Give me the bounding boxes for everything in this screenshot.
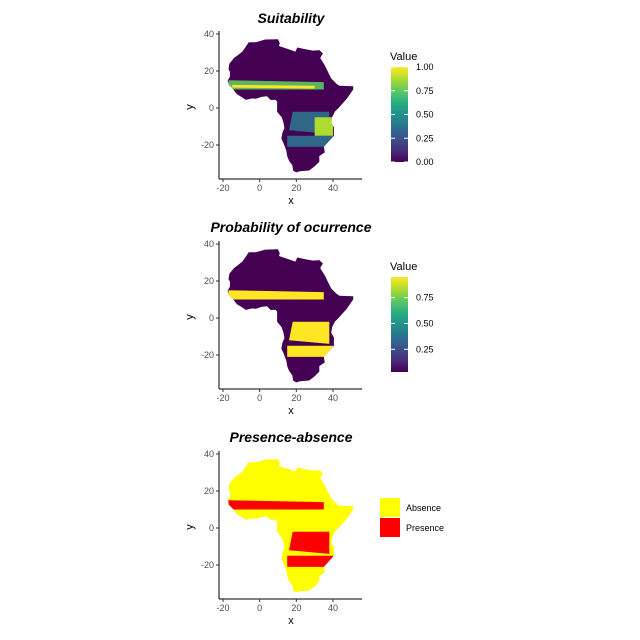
map-raster [227, 459, 354, 593]
panel-title: Suitability [258, 10, 326, 26]
colorbar-tick-label: 0.25 [416, 133, 434, 143]
legend-title: Value [390, 261, 417, 273]
legend-label: Absence [406, 503, 441, 513]
y-tick-label: 40 [204, 239, 214, 249]
map-raster [227, 39, 354, 173]
x-tick-label: 20 [291, 393, 301, 403]
x-tick-label: 20 [291, 183, 301, 193]
y-tick-label: 40 [204, 449, 214, 459]
colorbar-tick-label: 0.25 [416, 344, 434, 354]
x-tick-label: -20 [216, 393, 229, 403]
map-raster [227, 249, 354, 383]
legend-title: Value [390, 51, 417, 63]
y-tick-label: 20 [204, 276, 214, 286]
band-2 [289, 321, 330, 344]
panel-title: Probability of ocurrence [210, 219, 371, 235]
band-3 [287, 135, 333, 147]
band-3 [287, 555, 333, 567]
y-tick-label: 0 [209, 523, 214, 533]
y-axis-label: y [184, 314, 196, 320]
colorbar-tick-label: 0.50 [416, 318, 434, 328]
colorbar [391, 67, 408, 162]
colorbar-tick-label: 0.00 [416, 157, 434, 167]
categorical-legend: Absence Presence [380, 498, 444, 537]
x-tick-label: 40 [328, 603, 338, 613]
colorbar-tick-label: 0.75 [416, 293, 434, 303]
y-tick-label: 20 [204, 66, 214, 76]
band-1 [228, 500, 324, 510]
legend-swatch [380, 498, 400, 517]
panel-2: Probability of ocurrence 40 20 0 -20 -20 0 20 40… [184, 219, 434, 417]
colorbar [391, 277, 408, 372]
legend-label: Presence [406, 523, 444, 533]
y-axis-label: y [184, 104, 196, 110]
band-1 [228, 290, 324, 300]
x-tick-label: 0 [257, 393, 262, 403]
colorbar-tick-label: 0.50 [416, 110, 434, 120]
y-tick-label: -20 [201, 560, 214, 570]
band-2 [289, 531, 330, 554]
x-axis-label: x [288, 195, 294, 207]
colorbar-tick-label: 0.75 [416, 86, 434, 96]
y-axis-label: y [184, 524, 196, 530]
x-tick-label: 20 [291, 603, 301, 613]
y-tick-label: 40 [204, 29, 214, 39]
y-tick-label: 20 [204, 486, 214, 496]
x-tick-label: 40 [328, 183, 338, 193]
x-tick-label: -20 [216, 603, 229, 613]
y-tick-label: 0 [209, 313, 214, 323]
x-tick-label: 0 [257, 183, 262, 193]
hotspot [232, 84, 315, 89]
x-tick-label: 0 [257, 603, 262, 613]
band-3 [287, 345, 333, 357]
y-tick-label: -20 [201, 140, 214, 150]
x-axis-label: x [288, 405, 294, 417]
panel-3: Presence-absence 40 20 0 -20 -20 0 20 40 x y Absenc… [184, 429, 444, 627]
legend-swatch [380, 518, 400, 537]
y-tick-label: 0 [209, 103, 214, 113]
y-tick-label: -20 [201, 350, 214, 360]
x-axis-label: x [288, 615, 294, 627]
panel-title: Presence-absence [230, 429, 353, 445]
x-tick-label: 40 [328, 393, 338, 403]
hotspot [314, 117, 333, 136]
colorbar-tick-label: 1.00 [416, 62, 434, 72]
colorbar-legend: Value 0.75 0.50 0.25 [390, 261, 434, 372]
x-tick-label: -20 [216, 183, 229, 193]
